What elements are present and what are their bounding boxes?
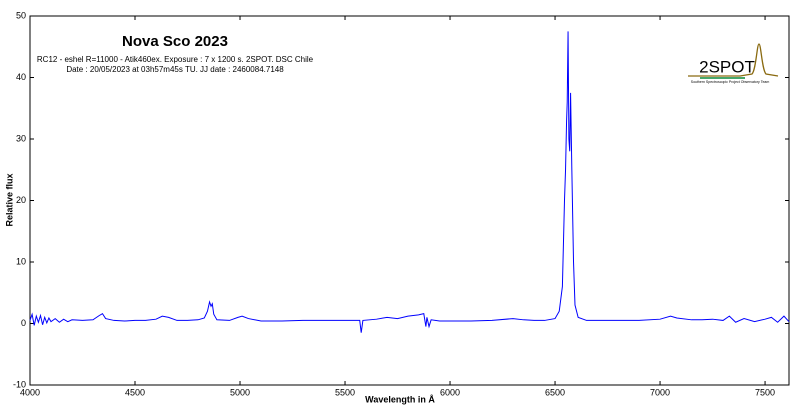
logo-curve [688,43,779,77]
y-tick-label: 40 [16,72,26,82]
x-tick-label: 6500 [545,387,565,397]
y-tick-label: 20 [16,195,26,205]
subtitle: RC12 - eshel R=11000 - Atik460ex. Exposu… [37,55,314,64]
x-tick-label: 5500 [335,387,355,397]
x-tick-label: 4000 [20,387,40,397]
x-tick-label: 4500 [125,387,145,397]
x-tick-label: 7000 [650,387,670,397]
y-tick-label: 10 [16,256,26,266]
logo-caption: Southern Spectroscopic Project Observato… [691,80,770,84]
subtitle: Date : 20/05/2023 at 03h57m45s TU. JJ da… [66,65,284,74]
x-tick-label: 5000 [230,387,250,397]
y-tick-label: -10 [13,379,26,389]
x-axis-label: Wavelength in Å [365,394,435,404]
y-tick-label: 30 [16,133,26,143]
logo-text: 2SPOT [699,57,755,76]
x-tick-label: 6000 [440,387,460,397]
chart-title: Nova Sco 2023 [122,33,228,50]
x-tick-label: 7500 [755,387,775,397]
spectrum-line [29,31,790,333]
y-axis-label: Relative flux [4,173,14,226]
y-tick-label: 0 [21,318,26,328]
y-tick-label: 50 [16,10,26,20]
